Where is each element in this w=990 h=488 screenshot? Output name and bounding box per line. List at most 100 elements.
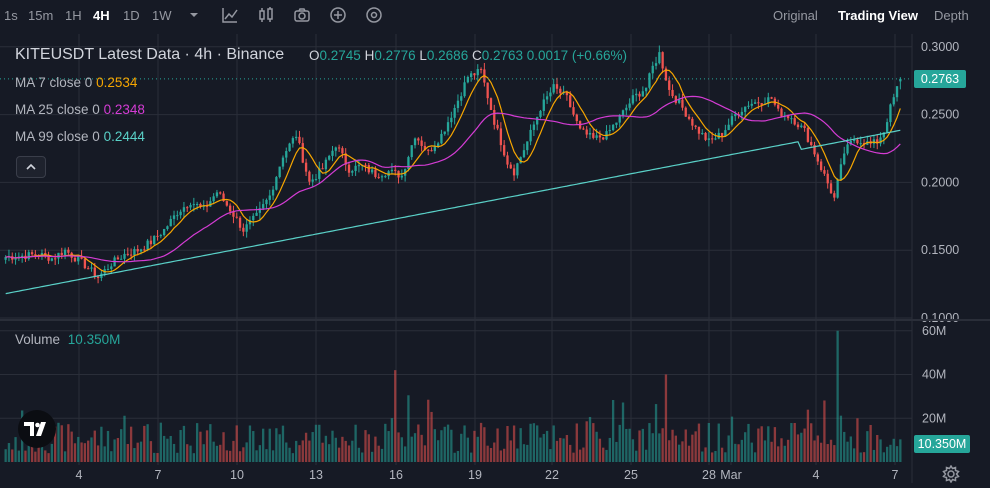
volume-bar <box>786 439 790 462</box>
volume-bar <box>390 418 394 462</box>
candle-body <box>169 218 172 227</box>
candle-body <box>836 180 839 198</box>
candle-body <box>572 107 575 115</box>
candle-body <box>687 116 691 119</box>
volume-label: Volume <box>15 332 61 347</box>
volume-bar <box>486 445 489 462</box>
tradingview-logo-icon[interactable] <box>18 410 56 448</box>
volume-bar <box>450 429 453 462</box>
candle-body <box>192 204 195 206</box>
volume-bar <box>357 447 361 462</box>
candle-body <box>707 138 711 140</box>
volume-bar <box>159 422 162 462</box>
interval-1w[interactable]: 1W <box>152 8 172 23</box>
volume-bar <box>397 432 400 462</box>
volume-bar <box>123 415 126 462</box>
view-trading-view-tab[interactable]: Trading View <box>838 8 918 23</box>
candle-body <box>701 132 704 134</box>
price-chart[interactable]: 0.3000 0.2500 0.2000 0.1500 0.1000 4 7 10 13 16 19… <box>0 34 990 483</box>
volume-bar <box>892 438 895 462</box>
candle-body <box>83 258 87 269</box>
candle-body <box>711 138 714 140</box>
volume-bar <box>526 444 529 462</box>
volume-bar <box>519 428 522 462</box>
volume-bar <box>456 450 460 462</box>
candle-body <box>288 143 291 152</box>
candle-body <box>503 145 506 156</box>
candle-body <box>139 249 143 252</box>
candle-body <box>324 159 328 170</box>
volume-bar <box>139 441 143 462</box>
interval-15m[interactable]: 15m <box>28 8 54 23</box>
volume-bar <box>133 448 136 462</box>
candle-body <box>77 256 80 262</box>
volume-bar <box>697 423 701 462</box>
candle-body <box>895 86 899 98</box>
candle-body <box>704 132 707 140</box>
interval-4h[interactable]: 4H <box>93 8 110 23</box>
volume-bar <box>63 451 67 462</box>
volume-bar <box>232 440 235 462</box>
camera-icon[interactable] <box>293 6 311 24</box>
plus-circle-icon[interactable] <box>329 6 347 24</box>
interval-1h[interactable]: 1H <box>65 8 82 23</box>
candle-body <box>559 88 562 94</box>
volume-bar <box>311 432 314 462</box>
gear-icon[interactable] <box>942 464 960 484</box>
candle-body <box>219 192 222 194</box>
volume-bar <box>691 434 694 462</box>
view-depth-tab[interactable]: Depth <box>934 8 969 23</box>
candle-body <box>291 138 295 144</box>
candle-body <box>872 139 876 144</box>
candle-body <box>810 141 813 146</box>
volume-bar <box>711 452 714 462</box>
chart-type-icon[interactable] <box>257 6 275 24</box>
candle-body <box>664 68 668 81</box>
volume-bar <box>545 430 549 462</box>
interval-1s[interactable]: 1s <box>4 8 18 23</box>
volume-bar <box>638 430 641 462</box>
ma25-legend[interactable]: MA 25 close 0 0.2348 <box>15 102 145 117</box>
volume-tick-label: 60M <box>922 324 946 338</box>
chevron-down-icon[interactable] <box>185 6 203 24</box>
candle-body <box>618 115 621 123</box>
open-value: 0.2745 <box>319 48 361 63</box>
indicator-icon[interactable] <box>221 6 239 24</box>
ma7-legend[interactable]: MA 7 close 0 0.2534 <box>15 75 137 90</box>
volume-bar <box>17 450 21 462</box>
candle-body <box>780 108 783 117</box>
candle-body <box>199 203 202 207</box>
candle-body <box>27 252 30 260</box>
volume-bar <box>631 439 635 462</box>
candle-body <box>892 97 895 105</box>
volume-bar <box>245 442 248 462</box>
ma99-legend[interactable]: MA 99 close 0 0.2444 <box>15 129 145 144</box>
volume-bar <box>806 409 810 462</box>
volume-bar <box>77 436 80 462</box>
view-original-tab[interactable]: Original <box>773 8 818 23</box>
collapse-legend-button[interactable] <box>16 156 46 178</box>
volume-bar <box>113 439 116 462</box>
price-tick-label: 0.1500 <box>921 243 959 257</box>
candle-body <box>367 165 370 173</box>
candle-body <box>410 145 413 158</box>
volume-bar <box>707 423 711 462</box>
candle-body <box>654 63 658 66</box>
volume-bar <box>783 445 786 462</box>
candle-body <box>271 189 275 196</box>
candle-body <box>800 125 803 128</box>
interval-1d[interactable]: 1D <box>123 8 140 23</box>
candle-body <box>760 103 763 105</box>
volume-bar <box>737 444 740 462</box>
candle-body <box>849 141 852 145</box>
settings-target-icon[interactable] <box>365 6 383 24</box>
candle-body <box>126 253 129 255</box>
candle-body <box>876 139 879 144</box>
candle-body <box>337 147 341 149</box>
candle-body <box>268 195 271 200</box>
candle-body <box>96 276 100 278</box>
candle-body <box>631 95 635 104</box>
volume-bar <box>166 438 169 462</box>
price-tick-label: 0.1000 <box>921 311 959 325</box>
candle-body <box>60 252 63 256</box>
